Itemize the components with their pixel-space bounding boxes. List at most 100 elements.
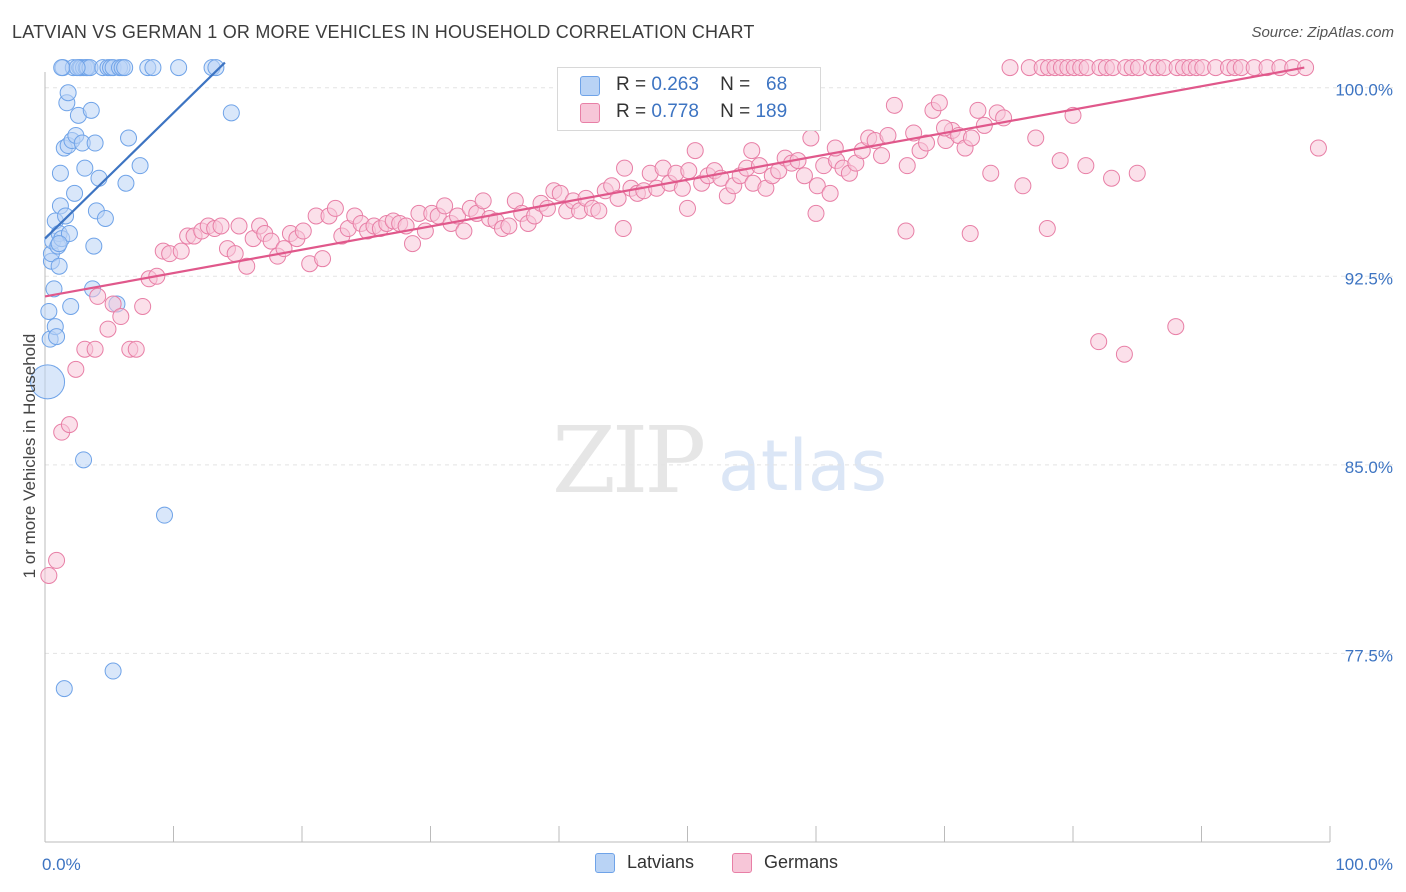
- germans-legend-label: Germans: [764, 852, 839, 872]
- stats-legend: R = 0.263 N = 68 R = 0.778 N = 189: [557, 67, 821, 131]
- y-tick-labels: 77.5% 85.0% 92.5% 100.0%: [1335, 81, 1393, 666]
- y-tick-label: 100.0%: [1335, 81, 1393, 100]
- r-label: R =: [616, 74, 647, 95]
- latvian-point: [50, 257, 68, 275]
- german-point: [436, 197, 454, 215]
- german-point: [614, 220, 632, 238]
- german-point: [314, 250, 332, 268]
- latvian-point: [131, 157, 149, 175]
- y-axis-label: 1 or more Vehicles in Household: [20, 333, 39, 579]
- german-point: [1027, 129, 1045, 147]
- chart-title: LATVIAN VS GERMAN 1 OR MORE VEHICLES IN …: [12, 22, 755, 42]
- german-point: [1077, 157, 1095, 175]
- german-point: [404, 235, 422, 253]
- german-point: [1038, 220, 1056, 238]
- german-point: [897, 222, 915, 240]
- german-point: [60, 416, 78, 434]
- latvian-point: [222, 104, 240, 122]
- german-point: [112, 308, 130, 326]
- x-tick-label: 0.0%: [42, 855, 81, 874]
- german-point: [538, 199, 556, 217]
- german-point: [89, 287, 107, 305]
- german-point: [238, 257, 256, 275]
- latvian-point: [96, 209, 114, 227]
- german-point: [795, 167, 813, 185]
- latvian-point: [117, 174, 135, 192]
- german-point: [1090, 333, 1108, 351]
- latvian-point: [76, 159, 94, 177]
- latvian-point: [85, 237, 103, 255]
- latvians-swatch: [580, 76, 600, 96]
- german-point: [455, 222, 473, 240]
- german-point: [99, 320, 117, 338]
- german-point: [802, 129, 820, 147]
- german-point: [1167, 318, 1185, 336]
- latvian-point: [66, 184, 84, 202]
- german-point: [104, 295, 122, 313]
- latvian-point: [45, 280, 63, 298]
- german-point: [1297, 59, 1315, 77]
- watermark: ZIP atlas: [552, 407, 887, 514]
- watermark-zip: ZIP: [552, 407, 703, 514]
- german-point: [898, 157, 916, 175]
- n-label: N =: [720, 74, 751, 95]
- germans-n-value: 189: [755, 101, 788, 122]
- latvian-point: [68, 59, 86, 77]
- latvian-point: [48, 328, 66, 346]
- german-point: [226, 245, 244, 263]
- germans-trend-line: [44, 66, 1305, 298]
- latvians-legend-label: Latvians: [627, 852, 695, 872]
- german-point: [686, 142, 704, 160]
- latvian-point: [57, 207, 75, 225]
- german-point: [1001, 59, 1019, 77]
- german-point: [127, 340, 145, 358]
- german-point: [172, 242, 190, 260]
- german-point: [930, 94, 948, 112]
- x-tick-labels: 0.0% 100.0%: [42, 855, 1393, 874]
- latvians-r-value: 0.263: [651, 74, 699, 95]
- latvian-point: [116, 59, 134, 77]
- latvian-point: [59, 84, 77, 102]
- latvians-n-value: 68: [766, 74, 788, 95]
- latvian-point: [30, 364, 66, 400]
- german-point: [609, 189, 627, 207]
- german-point: [1014, 177, 1032, 195]
- german-point: [230, 217, 248, 235]
- latvian-point: [40, 302, 58, 320]
- german-point: [680, 162, 698, 180]
- germans-r-value: 0.778: [651, 101, 699, 122]
- latvian-point: [53, 59, 71, 77]
- german-point: [961, 225, 979, 243]
- german-point: [807, 204, 825, 222]
- german-point: [982, 164, 1000, 182]
- latvian-point: [55, 680, 73, 698]
- latvians-legend-swatch: [595, 853, 615, 873]
- latvian-point: [75, 451, 93, 469]
- german-point: [821, 184, 839, 202]
- german-point: [616, 159, 634, 177]
- latvian-point: [50, 235, 68, 253]
- germans-legend-swatch: [732, 853, 752, 873]
- trend-lines: [44, 61, 1305, 298]
- german-point: [262, 232, 280, 250]
- latvian-point: [144, 59, 162, 77]
- german-point: [962, 129, 980, 147]
- latvian-point: [51, 164, 69, 182]
- german-point: [48, 551, 66, 569]
- german-point: [918, 134, 936, 152]
- latvian-point: [86, 134, 104, 152]
- source-credit[interactable]: Source: ZipAtlas.com: [1251, 24, 1394, 41]
- y-tick-label: 85.0%: [1345, 458, 1393, 477]
- german-point: [500, 217, 518, 235]
- n-label: N =: [720, 101, 751, 122]
- german-point: [879, 126, 897, 144]
- german-point: [873, 147, 891, 165]
- watermark-atlas: atlas: [718, 425, 887, 507]
- german-point: [1103, 169, 1121, 187]
- latvian-point: [207, 59, 225, 77]
- german-point: [40, 566, 58, 584]
- german-point: [590, 202, 608, 220]
- german-point: [1309, 139, 1327, 157]
- german-point: [808, 177, 826, 195]
